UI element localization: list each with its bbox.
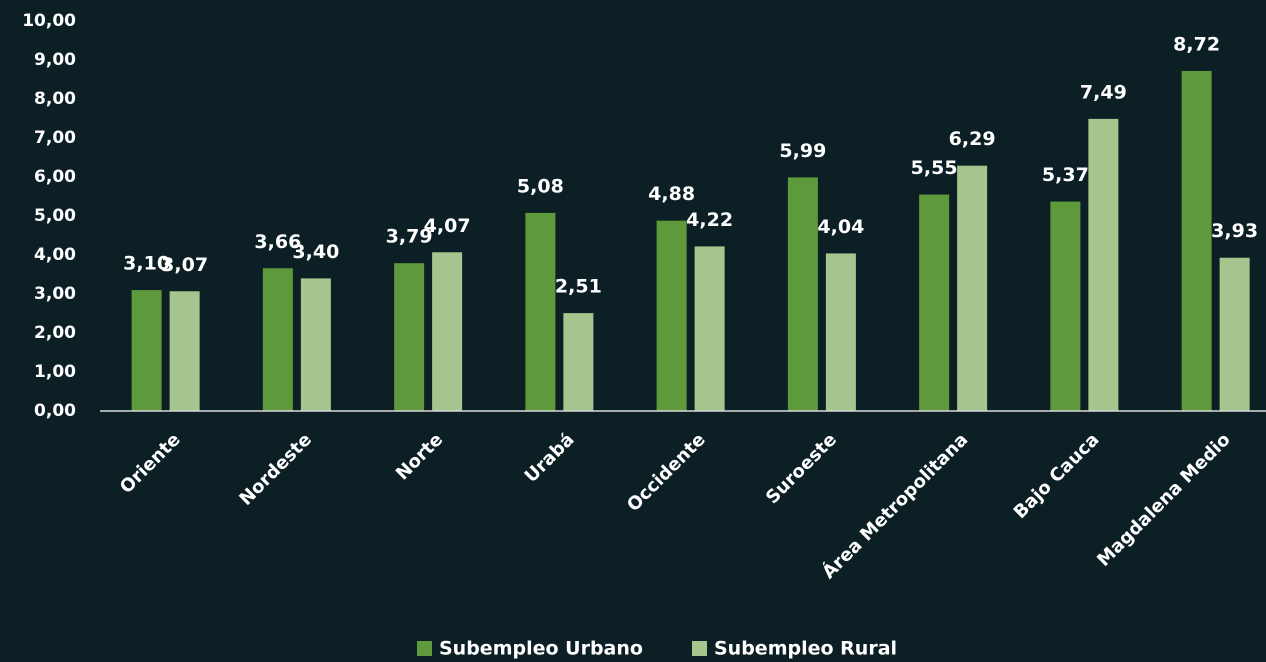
x-tick-label: Nordeste <box>235 429 316 510</box>
y-tick-label: 6,00 <box>34 167 76 187</box>
value-label: 3,07 <box>161 254 208 276</box>
value-label: 7,49 <box>1080 81 1127 103</box>
value-label: 4,88 <box>648 183 695 205</box>
bar <box>262 268 293 411</box>
bar <box>656 220 687 411</box>
bar <box>1181 70 1212 412</box>
value-label: 5,55 <box>911 157 958 179</box>
y-tick-label: 0,00 <box>34 401 76 421</box>
bar <box>525 212 556 411</box>
value-label: 3,79 <box>386 226 433 248</box>
legend-swatch <box>417 641 432 656</box>
y-tick-label: 9,00 <box>34 50 76 70</box>
bar <box>694 246 725 411</box>
x-tick-label: Occidente <box>623 429 710 516</box>
value-label: 4,07 <box>424 215 471 237</box>
x-tick-label: Bajo Cauca <box>1010 429 1104 523</box>
x-tick-label: Área Metropolitana <box>818 429 973 584</box>
bar <box>131 290 162 411</box>
value-label: 3,10 <box>123 253 170 275</box>
bar <box>957 165 988 411</box>
x-tick-label: Oriente <box>116 429 185 498</box>
y-tick-label: 3,00 <box>34 284 76 304</box>
bar <box>394 263 425 411</box>
value-label: 5,37 <box>1042 164 1089 186</box>
y-tick-label: 2,00 <box>34 323 76 343</box>
value-label: 4,04 <box>817 216 864 238</box>
legend-label: Subempleo Rural <box>714 638 897 660</box>
value-label: 2,51 <box>555 276 602 298</box>
legend-label: Subempleo Urbano <box>439 638 643 660</box>
value-label: 5,99 <box>779 140 826 162</box>
x-tick-label: Urabá <box>521 429 579 487</box>
bar <box>563 313 594 411</box>
legend-swatch <box>692 641 707 656</box>
value-label: 3,40 <box>292 241 339 263</box>
value-label: 4,22 <box>686 209 733 231</box>
bar <box>1219 257 1250 411</box>
y-tick-label: 5,00 <box>34 206 76 226</box>
y-tick-label: 10,00 <box>22 11 76 31</box>
y-tick-label: 8,00 <box>34 89 76 109</box>
y-tick-label: 1,00 <box>34 362 76 382</box>
bar <box>432 252 463 411</box>
value-label: 3,66 <box>254 231 301 253</box>
x-tick-label: Suroeste <box>762 429 841 508</box>
value-label: 6,29 <box>949 128 996 150</box>
y-tick-label: 4,00 <box>34 245 76 265</box>
bar <box>787 177 818 411</box>
bar <box>169 291 200 411</box>
bar <box>1050 201 1081 411</box>
bar <box>1088 118 1119 411</box>
value-label: 3,93 <box>1211 220 1258 242</box>
y-tick-label: 7,00 <box>34 128 76 148</box>
value-label: 5,08 <box>517 175 564 197</box>
bar <box>919 194 950 411</box>
bar <box>825 253 856 411</box>
x-tick-label: Norte <box>392 429 447 484</box>
value-label: 8,72 <box>1173 33 1220 55</box>
bar <box>300 278 331 411</box>
x-tick-label: Magdalena Medio <box>1093 429 1235 571</box>
